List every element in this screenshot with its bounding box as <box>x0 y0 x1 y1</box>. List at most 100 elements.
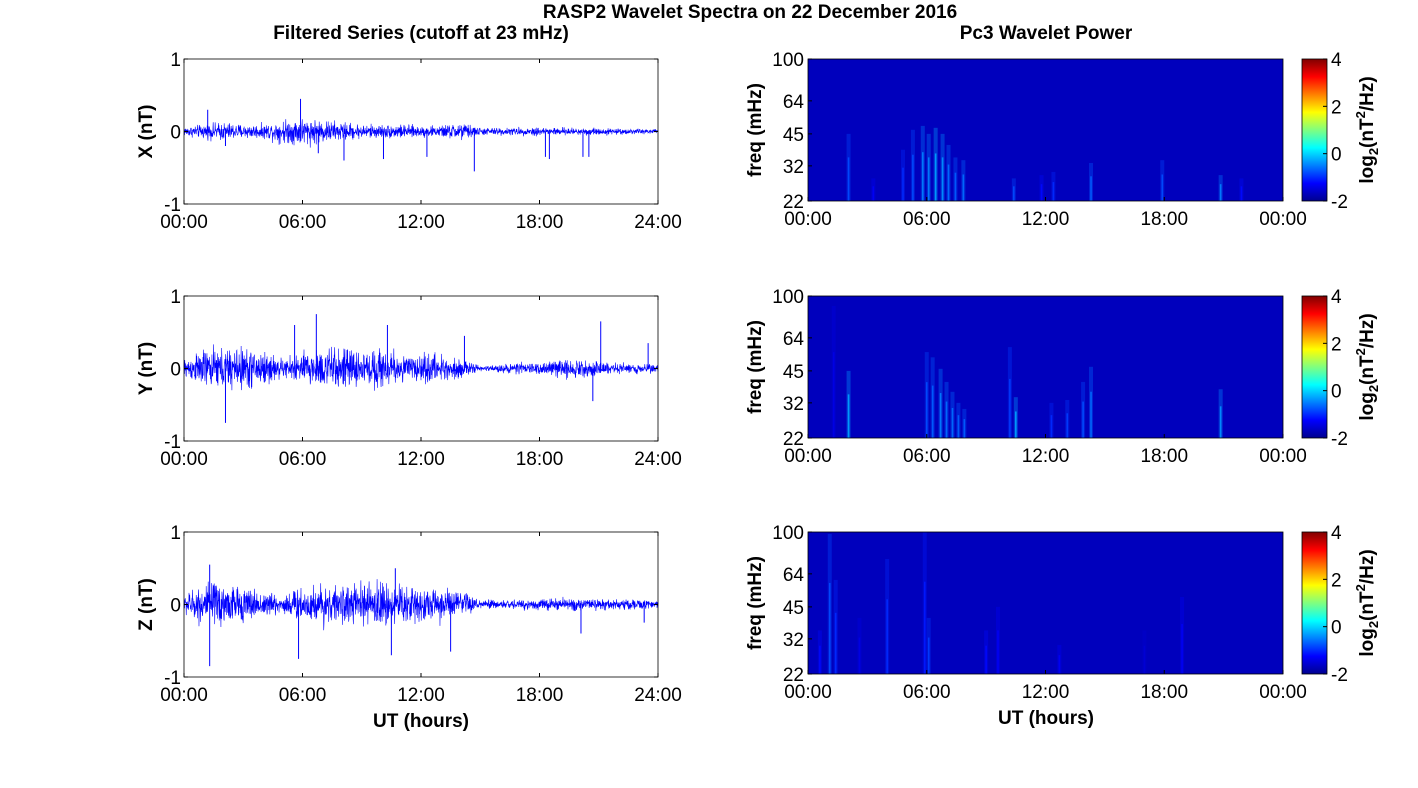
y-tick-label: 32 <box>783 157 804 178</box>
power-streak <box>930 357 935 438</box>
power-streak <box>984 630 989 674</box>
series-panel-z: -1 0 1 00:00 06:00 12:00 18:00 24:00 Z (nT) <box>136 523 682 706</box>
colorbar-tick-label: 4 <box>1331 50 1342 71</box>
y-tick-label: 22 <box>783 429 804 450</box>
left-column-title: Filtered Series (cutoff at 23 mHz) <box>273 23 569 44</box>
x-tick-label: 24:00 <box>634 212 682 233</box>
wavelet-panel-y: 22 32 45 64 100 00:00 06:00 12:00 18:00 00:00 freq… <box>745 287 1381 467</box>
power-streak <box>953 157 958 201</box>
power-streak <box>831 305 836 438</box>
x-tick-label: 06:00 <box>903 446 951 467</box>
y-tick-label: -1 <box>164 668 181 689</box>
series-trace-x <box>183 119 659 148</box>
heatmap-background <box>808 296 1283 438</box>
x-tick-label: 24:00 <box>634 449 682 470</box>
y-tick-label: 45 <box>783 598 804 619</box>
wavelet-panel-x: 22 32 45 64 100 00:00 06:00 12:00 18:00 00:00 freq… <box>745 50 1381 230</box>
y-tick-label: 0 <box>170 596 181 617</box>
power-streak <box>1239 178 1244 201</box>
power-streak <box>817 630 822 674</box>
heatmap-background <box>808 59 1283 201</box>
power-streak <box>938 368 943 438</box>
colorbar-tick-label: -2 <box>1331 429 1348 450</box>
x-tick-label: 00:00 <box>1259 209 1307 230</box>
power-streak <box>1065 399 1070 438</box>
y-axis-label: X (nT) <box>136 105 157 159</box>
y-tick-label: 32 <box>783 630 804 651</box>
x-tick-label: 12:00 <box>397 449 445 470</box>
power-streak <box>827 533 832 674</box>
power-streak <box>1007 347 1012 438</box>
y-tick-label: 1 <box>170 287 181 308</box>
x-tick-label: 06:00 <box>279 212 327 233</box>
power-streak <box>961 160 966 201</box>
colorbar-tick-label: 4 <box>1331 523 1342 544</box>
colorbar-tick-label: 2 <box>1331 334 1342 355</box>
power-streak <box>1049 402 1054 438</box>
figure-title: RASP2 Wavelet Spectra on 22 December 201… <box>543 2 957 23</box>
colorbar: -2 0 2 4 log2(nT2/Hz) <box>1301 523 1381 686</box>
y-axis-label: Y (nT) <box>136 342 157 395</box>
series-trace-y <box>183 344 659 391</box>
power-streak <box>1218 175 1223 201</box>
x-tick-label: 00:00 <box>784 682 832 703</box>
x-tick-label: 00:00 <box>160 449 208 470</box>
y-tick-label: 0 <box>170 360 181 381</box>
colorbar: -2 0 2 4 log2(nT2/Hz) <box>1301 50 1381 213</box>
colorbar-tick-label: 0 <box>1331 145 1342 166</box>
colorbar-tick-label: -2 <box>1331 192 1348 213</box>
power-streak <box>920 125 925 201</box>
x-tick-label: 24:00 <box>634 685 682 706</box>
power-streak <box>1089 366 1094 438</box>
y-tick-label: 45 <box>783 125 804 146</box>
right-column-title: Pc3 Wavelet Power <box>960 23 1133 44</box>
power-streak <box>846 370 851 438</box>
y-tick-label: 64 <box>783 565 805 586</box>
colorbar-gradient <box>1301 295 1328 439</box>
power-streak <box>956 402 961 438</box>
power-streak <box>1218 389 1223 438</box>
colorbar-tick-label: 2 <box>1331 570 1342 591</box>
x-tick-label: 12:00 <box>1022 209 1070 230</box>
power-streak <box>926 133 931 201</box>
power-streak <box>1142 630 1147 674</box>
x-tick-label: 18:00 <box>516 685 564 706</box>
power-streak <box>962 408 967 438</box>
colorbar-tick-label: -2 <box>1331 665 1348 686</box>
right-xlabel: UT (hours) <box>998 708 1094 729</box>
power-streak <box>846 133 851 201</box>
colorbar-label: log2(nT2/Hz) <box>1353 313 1381 420</box>
series-trace-z <box>183 579 659 631</box>
y-axis-label: freq (mHz) <box>745 320 766 414</box>
colorbar-gradient <box>1301 531 1328 675</box>
power-streak <box>1180 597 1185 674</box>
colorbar: -2 0 2 4 log2(nT2/Hz) <box>1301 287 1381 450</box>
x-tick-label: 12:00 <box>1022 446 1070 467</box>
series-panel-y: -1 0 1 00:00 06:00 12:00 18:00 24:00 Y (nT) <box>136 287 682 470</box>
power-streak <box>871 178 876 201</box>
y-axis-label: freq (mHz) <box>745 556 766 650</box>
colorbar-tick-label: 4 <box>1331 287 1342 308</box>
power-streak <box>950 391 955 438</box>
colorbar-tick-label: 0 <box>1331 618 1342 639</box>
power-streak <box>1160 160 1165 201</box>
x-tick-label: 12:00 <box>1022 682 1070 703</box>
y-tick-label: 64 <box>783 329 805 350</box>
power-streak <box>996 606 1000 674</box>
power-streak <box>1051 171 1056 201</box>
wavelet-panel-z: 22 32 45 64 100 00:00 06:00 12:00 18:00 00:00 freq… <box>745 523 1381 703</box>
x-tick-label: 00:00 <box>784 209 832 230</box>
power-streak <box>1039 175 1044 201</box>
y-tick-label: 22 <box>783 192 804 213</box>
y-tick-label: 100 <box>772 523 804 544</box>
power-streak <box>885 558 890 674</box>
power-streak <box>924 352 929 438</box>
colorbar-tick-label: 0 <box>1331 382 1342 403</box>
power-streak <box>922 532 927 674</box>
y-tick-label: 100 <box>772 50 804 71</box>
power-streak <box>926 617 931 674</box>
x-tick-label: 18:00 <box>1140 682 1188 703</box>
heatmap-background <box>808 532 1283 674</box>
